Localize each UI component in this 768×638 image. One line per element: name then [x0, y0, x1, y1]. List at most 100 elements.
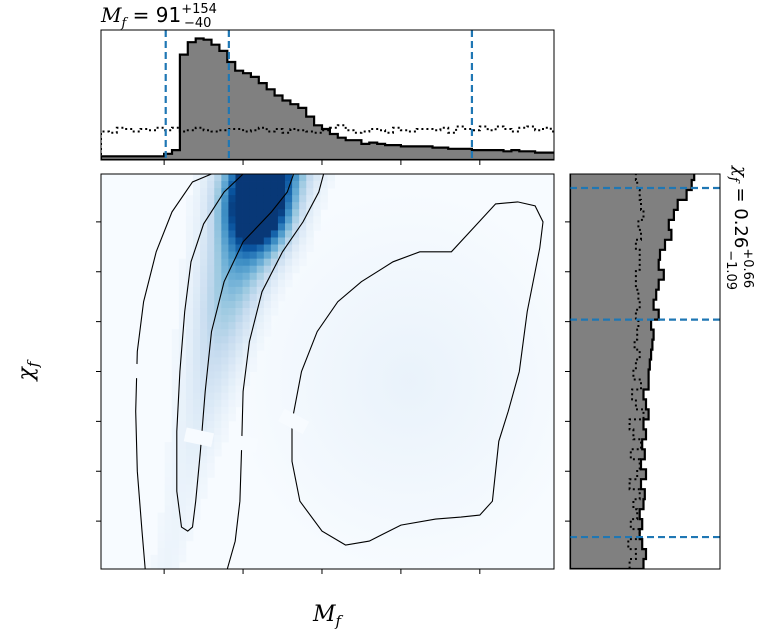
density-cell — [256, 286, 265, 295]
density-cell — [256, 202, 265, 210]
density-cell — [214, 308, 222, 316]
density-cell — [200, 279, 208, 288]
density-cell — [228, 357, 236, 365]
density-cell — [228, 406, 236, 415]
density-cell — [277, 293, 286, 302]
density-cell — [292, 244, 300, 252]
density-cell — [185, 286, 194, 295]
density-cell — [327, 174, 335, 182]
density-cell — [185, 512, 194, 521]
density-cell — [178, 385, 187, 394]
density-cell — [320, 174, 328, 182]
density-cell — [228, 336, 236, 344]
density-cell — [185, 413, 194, 422]
density-cell — [193, 378, 201, 386]
density-cell — [277, 237, 286, 245]
density-cell — [207, 258, 215, 267]
density-cell — [178, 343, 187, 351]
density-cell — [299, 230, 307, 238]
density-cell — [207, 300, 215, 309]
density-cell — [235, 258, 243, 267]
density-cell — [242, 322, 251, 330]
density-cell — [263, 244, 272, 252]
density-cell — [285, 237, 293, 245]
density-cell — [270, 272, 279, 281]
density-cell — [193, 293, 201, 302]
density-cell — [164, 498, 173, 506]
density-cell — [285, 265, 293, 274]
top-marginal-title: Mf = 91+154 −40 — [100, 2, 217, 31]
density-cell — [285, 209, 293, 217]
density-cell — [185, 484, 194, 492]
density-cell — [193, 350, 201, 358]
density-cell — [207, 456, 215, 464]
density-cell — [270, 195, 279, 203]
density-cell — [164, 519, 173, 528]
density-cell — [256, 322, 265, 330]
density-cell — [178, 293, 187, 302]
density-cell — [249, 308, 258, 316]
density-cell — [200, 237, 208, 245]
density-cell — [235, 279, 243, 288]
density-cell — [270, 300, 279, 309]
density-cell — [214, 230, 222, 238]
density-cell — [193, 420, 201, 429]
density-cell — [313, 195, 321, 203]
density-cell — [214, 293, 222, 302]
density-cell — [214, 413, 222, 422]
density-cell — [249, 293, 258, 302]
density-cell — [306, 244, 314, 252]
density-cell — [200, 251, 208, 260]
density-cell — [228, 293, 236, 302]
density-cell — [313, 188, 321, 196]
density-cell — [306, 216, 314, 224]
density-cell — [185, 519, 194, 528]
density-cell — [185, 371, 194, 379]
density-cell — [171, 371, 180, 379]
density-cell — [256, 251, 265, 260]
density-cell — [178, 272, 187, 281]
density-cell — [242, 315, 251, 323]
density-cell — [256, 181, 265, 189]
density-cell — [256, 272, 265, 281]
density-cell — [207, 322, 215, 330]
contour-label-bg — [277, 408, 310, 435]
right-marginal: χf = 0.26+0.66−1.09 — [569, 164, 755, 570]
density-cell — [207, 293, 215, 302]
density-cell — [171, 357, 180, 365]
density-cell — [242, 258, 251, 267]
density-cell — [214, 343, 222, 351]
density-cell — [256, 329, 265, 337]
density-cell — [193, 279, 201, 288]
density-cell — [214, 371, 222, 379]
density-cell — [242, 286, 251, 295]
density-cell — [228, 364, 236, 372]
density-cell — [185, 533, 194, 542]
density-cell — [207, 181, 215, 189]
density-cell — [270, 202, 279, 210]
density-cell — [242, 244, 251, 252]
density-cell — [228, 378, 236, 386]
density-cell — [256, 336, 265, 344]
density-cell — [178, 399, 187, 408]
density-cell — [214, 216, 222, 224]
density-cell — [200, 350, 208, 358]
density-cell — [178, 491, 187, 499]
density-cell — [228, 371, 236, 379]
density-cell — [292, 223, 300, 231]
density-cell — [263, 230, 272, 238]
density-cell — [221, 174, 229, 182]
density-cell — [178, 519, 187, 528]
contour-labels — [123, 361, 310, 453]
density-cell — [277, 223, 286, 231]
density-cell — [306, 223, 314, 231]
density-cell — [164, 512, 173, 521]
density-cell — [214, 322, 222, 330]
density-cell — [214, 434, 222, 443]
density-cell — [292, 202, 300, 210]
density-cells — [150, 174, 335, 569]
density-cell — [235, 293, 243, 302]
density-cell — [207, 286, 215, 295]
density-cell — [228, 195, 236, 203]
density-cell — [256, 300, 265, 309]
